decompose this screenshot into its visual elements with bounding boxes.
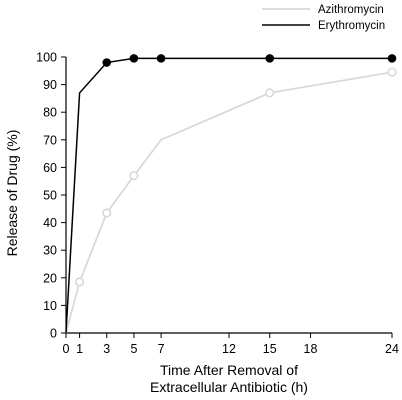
x-tick-label: 15 [263, 342, 277, 356]
legend: Azithromycin Erythromycin [262, 4, 385, 32]
x-axis-title-line-2: Extracellular Antibiotic (h) [150, 379, 308, 395]
legend-label-azithromycin: Azithromycin [318, 4, 384, 16]
y-tick-label: 80 [43, 106, 57, 120]
series-erythromycin [65, 54, 397, 334]
series-line-azithromycin [65, 71, 393, 334]
data-point-azithromycin [129, 171, 139, 181]
data-point-azithromycin [102, 208, 112, 218]
series-line-erythromycin [65, 57, 392, 334]
y-axis-title: Release of Drug (%) [4, 130, 20, 257]
y-tick-label: 50 [43, 189, 57, 203]
data-point-erythromycin [102, 58, 112, 67]
y-tick-label: 100 [36, 51, 57, 65]
data-point-erythromycin [156, 54, 166, 63]
x-tick-label: 3 [103, 342, 110, 356]
x-tick-label: 1 [76, 342, 83, 356]
series-azithromycin [65, 67, 397, 334]
data-point-azithromycin [74, 277, 85, 287]
y-tick-label: 90 [43, 78, 57, 92]
x-tick-label: 7 [158, 342, 165, 356]
x-tick-label: 12 [222, 342, 236, 356]
x-tick-label: 24 [385, 342, 399, 356]
y-tick-label: 30 [43, 244, 57, 258]
y-tick-label: 60 [43, 161, 57, 175]
x-tick-label: 18 [304, 342, 318, 356]
data-point-azithromycin [265, 88, 275, 98]
y-tick-label: 40 [43, 216, 57, 230]
series-layer [65, 54, 397, 334]
y-tick-label: 0 [50, 327, 57, 341]
y-tick-label: 20 [43, 271, 57, 285]
x-tick-label: 0 [63, 342, 70, 356]
legend-label-erythromycin: Erythromycin [318, 20, 385, 32]
x-axis-title-line-1: Time After Removal of [160, 362, 298, 378]
y-tick-label: 70 [43, 133, 57, 147]
y-tick-label: 10 [43, 299, 57, 313]
data-point-erythromycin [265, 54, 275, 63]
data-point-erythromycin [387, 54, 397, 63]
x-tick-label: 5 [130, 342, 137, 356]
data-point-azithromycin [387, 67, 397, 77]
data-point-erythromycin [129, 54, 139, 63]
